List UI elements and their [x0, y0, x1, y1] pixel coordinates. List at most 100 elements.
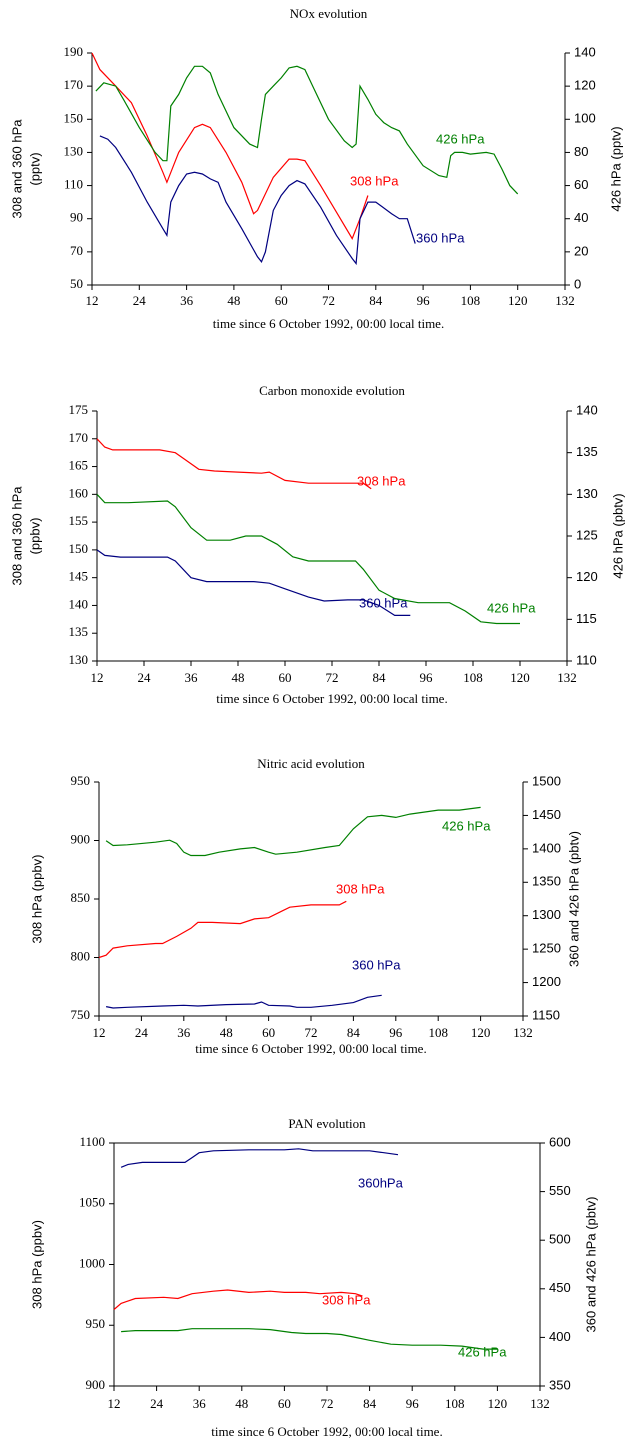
x-tick-label: 60: [275, 293, 288, 308]
x-tick-label: 132: [557, 670, 577, 685]
y2-tick-label: 110: [576, 652, 597, 667]
y-tick-label: 900: [71, 831, 91, 846]
x-tick-label: 36: [180, 293, 194, 308]
x-tick-label: 60: [279, 670, 292, 685]
series-line: [105, 806, 481, 857]
y-tick-label: 160: [69, 485, 89, 500]
y-tick-label: 950: [71, 773, 91, 788]
y-axis-label: 308 hPa (ppbv): [29, 855, 44, 944]
x-tick-label: 96: [417, 293, 431, 308]
x-tick-label: 96: [389, 1025, 403, 1040]
series-line: [95, 65, 519, 195]
x-tick-label: 108: [445, 1396, 465, 1411]
y-tick-label: 1050: [79, 1195, 105, 1210]
y-tick-label: 135: [69, 624, 89, 639]
y2-tick-label: 550: [549, 1183, 571, 1198]
y2-tick-label: 60: [574, 177, 588, 192]
x-tick-label: 48: [227, 293, 240, 308]
chart-title: Carbon monoxide evolution: [259, 383, 405, 398]
x-tick-label: 108: [428, 1025, 448, 1040]
x-tick-label: 24: [138, 670, 152, 685]
x-tick-label: 12: [86, 293, 99, 308]
y2-axis-label: 360 and 426 hPa (pbtv): [566, 831, 581, 967]
y2-axis-label: 426 hPa (pptv): [608, 126, 623, 211]
x-tick-label: 72: [326, 670, 339, 685]
series-line: [99, 135, 416, 266]
y-tick-label: 1000: [79, 1255, 105, 1270]
x-axis-label: time since 6 October 1992, 00:00 local t…: [211, 1424, 442, 1439]
y2-tick-label: 500: [549, 1232, 571, 1247]
x-tick-label: 84: [373, 670, 387, 685]
y-axis-label: (ppbv): [27, 518, 42, 555]
y2-tick-label: 0: [574, 276, 581, 291]
y2-tick-label: 20: [574, 243, 588, 258]
series-label: 360 hPa: [359, 595, 408, 610]
y2-tick-label: 40: [574, 210, 588, 225]
y2-tick-label: 400: [549, 1329, 571, 1344]
y2-tick-label: 115: [576, 611, 597, 626]
y-tick-label: 800: [71, 948, 91, 963]
y2-tick-label: 1500: [532, 773, 561, 788]
y-tick-label: 750: [71, 1007, 91, 1022]
series-label: 426 hPa: [458, 1344, 507, 1359]
x-tick-label: 132: [530, 1396, 550, 1411]
y2-tick-label: 100: [574, 111, 596, 126]
y2-tick-label: 120: [574, 78, 596, 93]
x-tick-label: 120: [510, 670, 530, 685]
x-tick-label: 48: [235, 1396, 248, 1411]
x-tick-label: 36: [193, 1396, 207, 1411]
y-tick-label: 50: [70, 276, 83, 291]
x-tick-label: 108: [463, 670, 483, 685]
y-axis-label: 308 hPa (ppbv): [29, 1220, 44, 1309]
y2-tick-label: 140: [574, 44, 596, 59]
series-label: 360 hPa: [416, 230, 465, 245]
series-label: 360hPa: [358, 1175, 404, 1190]
series-line: [105, 994, 382, 1009]
x-tick-label: 12: [91, 670, 104, 685]
y-tick-label: 170: [69, 430, 89, 445]
y2-axis-label: 360 and 426 hPa (pbtv): [583, 1197, 598, 1333]
y-tick-label: 900: [86, 1377, 106, 1392]
x-tick-label: 108: [461, 293, 481, 308]
x-axis-label: time since 6 October 1992, 00:00 local t…: [213, 316, 444, 331]
y2-axis-label: 426 hPa (pbtv): [610, 493, 625, 578]
series-label: 308 hPa: [350, 173, 399, 188]
y-tick-label: 165: [69, 458, 89, 473]
x-tick-label: 60: [262, 1025, 275, 1040]
y-tick-label: 850: [71, 890, 91, 905]
x-tick-label: 12: [93, 1025, 106, 1040]
y2-tick-label: 1450: [532, 807, 561, 822]
y2-tick-label: 135: [576, 444, 598, 459]
y-axis-label: 308 and 360 hPa: [9, 486, 24, 586]
series-label: 426 hPa: [436, 131, 485, 146]
x-axis-label: time since 6 October 1992, 00:00 local t…: [216, 691, 447, 706]
y2-tick-label: 350: [549, 1377, 571, 1392]
y-tick-label: 70: [70, 243, 83, 258]
y-tick-label: 150: [69, 541, 89, 556]
x-tick-label: 72: [305, 1025, 318, 1040]
y2-tick-label: 1200: [532, 974, 561, 989]
y-tick-label: 145: [69, 569, 89, 584]
x-tick-label: 12: [108, 1396, 121, 1411]
y-tick-label: 140: [69, 596, 89, 611]
x-tick-label: 36: [185, 670, 199, 685]
series-line: [96, 493, 520, 625]
x-tick-label: 84: [347, 1025, 361, 1040]
series-label: 426 hPa: [442, 818, 491, 833]
y-axis-label: (pptv): [27, 152, 42, 185]
series-line: [96, 549, 411, 616]
y-tick-label: 110: [64, 177, 83, 192]
series-line: [113, 1289, 363, 1310]
x-axis-label: time since 6 October 1992, 00:00 local t…: [195, 1041, 426, 1056]
y-tick-label: 155: [69, 513, 89, 528]
x-tick-label: 72: [321, 1396, 334, 1411]
chart-title: NOx evolution: [290, 6, 368, 21]
series-label: 308 hPa: [357, 473, 406, 488]
x-tick-label: 24: [133, 293, 147, 308]
y2-tick-label: 120: [576, 569, 598, 584]
y-tick-label: 90: [70, 210, 83, 225]
y2-tick-label: 1150: [532, 1007, 560, 1022]
y-tick-label: 175: [69, 402, 89, 417]
